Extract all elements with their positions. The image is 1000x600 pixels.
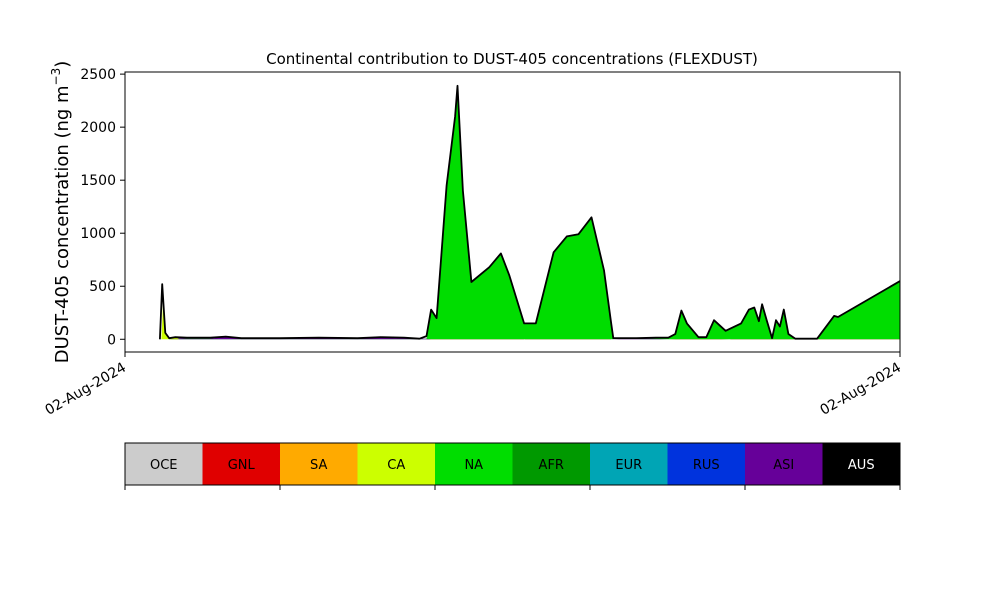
y-axis-label-exponent: −3 <box>49 68 63 86</box>
plot-frame <box>124 71 901 353</box>
legend-label-aus: AUS <box>848 458 875 473</box>
legend-label-eur: EUR <box>615 458 642 473</box>
legend-swatch-oce <box>125 443 203 485</box>
y-axis-label-main: DUST-405 concentration (ng m <box>52 85 73 363</box>
legend-swatch-ca <box>357 443 436 485</box>
x-tick-label: 02-Aug-2024 <box>43 360 130 419</box>
y-tick-label: 1500 <box>80 173 116 189</box>
y-tick-label: 1000 <box>80 226 116 242</box>
y-tick-label: 2500 <box>80 67 116 83</box>
y-tick-label: 2000 <box>80 120 116 136</box>
legend-swatch-sa <box>280 443 358 485</box>
legend-swatch-eur <box>590 443 668 485</box>
legend-swatch-na <box>435 443 513 485</box>
legend-frame <box>124 442 901 486</box>
legend-swatch-gnl <box>202 443 281 485</box>
legend-label-asi: ASI <box>773 458 794 473</box>
axes: 0 500 1000 1500 2000 2500 02-Aug-2024 02-Aug-20… <box>43 67 905 419</box>
chart-title: Continental contribution to DUST-405 con… <box>266 50 758 68</box>
y-tick-label: 500 <box>89 279 116 295</box>
y-axis-label: DUST-405 concentration (ng m−3) <box>49 61 73 364</box>
plot-content <box>159 84 900 340</box>
legend-label-sa: SA <box>310 458 327 473</box>
x-tick-label: 02-Aug-2024 <box>818 360 905 419</box>
area-series-na <box>169 87 900 340</box>
legend-swatch-asi <box>745 443 823 485</box>
legend-swatch-rus <box>667 443 746 485</box>
y-axis-label-close: ) <box>52 61 73 68</box>
legend-colorbar: OCE GNL SA CA NA AFR EUR RUS ASI AUS <box>124 442 901 490</box>
legend-label-rus: RUS <box>693 458 720 473</box>
legend-swatch-afr <box>512 443 591 485</box>
legend-label-gnl: GNL <box>228 458 256 473</box>
y-tick-label: 0 <box>107 332 116 348</box>
legend-label-na: NA <box>464 458 483 473</box>
area-series-gnl <box>169 109 900 340</box>
total-concentration-line <box>159 84 900 340</box>
legend-label-afr: AFR <box>539 458 564 473</box>
legend-swatch-aus <box>822 443 901 485</box>
legend-label-ca: CA <box>387 458 405 473</box>
legend-label-oce: OCE <box>150 458 178 473</box>
plot-area <box>159 84 900 340</box>
